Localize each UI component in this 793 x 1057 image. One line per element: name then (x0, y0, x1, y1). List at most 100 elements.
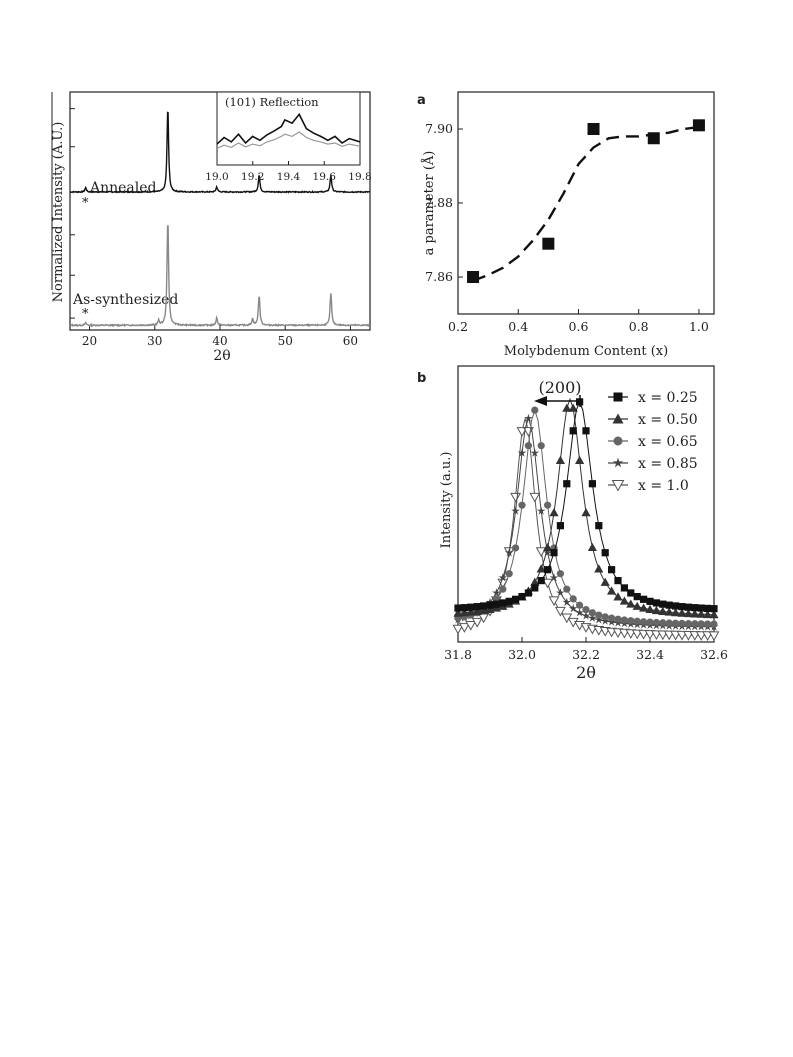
inset-x-ticks: 19.0 19.2 19.4 19.6 19.8 (205, 161, 372, 183)
panel-b-marker (627, 617, 635, 625)
panel-b-marker (576, 601, 584, 609)
panel-b-marker (646, 597, 654, 605)
panel-b-marker (524, 413, 533, 423)
panel-b-marker (619, 596, 629, 605)
panel-b-marker (537, 442, 545, 450)
panel-b-marker (608, 614, 616, 622)
panel-b-marker (704, 604, 712, 613)
inset-frame (216, 91, 361, 166)
panel-b-marker (555, 455, 565, 464)
panel-b-marker (529, 492, 541, 503)
panel-b-marker (582, 427, 590, 435)
panel-b-marker (479, 605, 489, 615)
panel-b-marker (530, 577, 540, 586)
panel-b-marker (682, 631, 694, 641)
inset-title: (101) Reflection (225, 95, 319, 109)
xrd-series-annealed (70, 111, 371, 194)
xrd-xlabel: 2θ (213, 348, 230, 364)
panel-b-marker (504, 548, 514, 557)
xrd-x-ticks: 20 30 40 50 60 (82, 325, 358, 348)
panel-b-marker (556, 522, 564, 530)
panel-b-marker (459, 608, 469, 617)
panel-b-marker (556, 588, 565, 597)
panel-b-marker (665, 619, 673, 627)
panel-b-marker (505, 570, 513, 578)
panel-b-marker (665, 601, 673, 609)
panel-b-marker (467, 603, 475, 611)
panel-b-marker (676, 630, 688, 641)
panel-b-marker (510, 492, 522, 503)
panel-b-marker (535, 547, 547, 558)
panel-b-marker (530, 448, 540, 457)
panel-b-series (452, 397, 720, 642)
panel-b-marker (620, 616, 629, 624)
panel-b-marker (544, 566, 552, 574)
panel-a-frame (457, 91, 715, 315)
panel-b-marker (582, 606, 590, 614)
panel-b-marker (626, 599, 636, 608)
panel-b-legend-label: x = 0.65 (638, 434, 698, 450)
panel-b-marker (518, 593, 526, 601)
panel-b-marker (524, 589, 532, 597)
panel-b-marker (664, 607, 674, 616)
panel-a-y-tick-label: 7.86 (425, 269, 453, 284)
panel-b-marker (549, 573, 559, 582)
panel-b-marker (563, 585, 571, 593)
panel-b-marker (695, 631, 707, 641)
xrd-x-tick-label: 20 (82, 334, 97, 348)
panel-b-marker (518, 501, 526, 509)
xrd-label-annealed: Annealed (89, 180, 157, 196)
panel-b-marker (575, 608, 584, 617)
panel-b-marker (633, 617, 641, 625)
panel-b-annotation: (200) (538, 378, 581, 397)
inset-x-tick-label: 19.0 (205, 171, 228, 183)
panel-a-xlabel: Molybdenum Content (x) (504, 344, 668, 359)
panel-a-data-point (647, 132, 660, 145)
panel-a: a a parameter (Å) Molybdenum Content (x)… (417, 91, 715, 359)
panel-b-marker (587, 542, 597, 552)
xrd-x-tick-label: 60 (343, 334, 358, 348)
panel-b-x-tick-label: 32.6 (700, 647, 728, 662)
panel-b-marker (563, 480, 571, 488)
panel-b-marker (672, 602, 680, 610)
panel-b-series-1 (453, 397, 719, 619)
panel-b-marker (670, 630, 682, 641)
shift-arrow (534, 395, 581, 407)
panel-b-marker (690, 609, 700, 618)
xrd-series-as-synthesized (69, 225, 370, 328)
panel-a-fit-curve (472, 125, 700, 282)
panel-b-marker (683, 608, 693, 618)
panel-b-marker (581, 507, 591, 517)
panel-b: b Intensity (a.u.) 2θ 31.8 32.0 32.2 32.4 32… (417, 365, 728, 682)
panel-b-x-tick-label: 32.0 (508, 647, 536, 662)
panel-b-marker (677, 608, 687, 617)
panel-b-legend: x = 0.25 x = 0.50 x = 0.65 x = 0.85 x = 1.0 (608, 390, 698, 494)
panel-b-marker (708, 631, 720, 642)
panel-b-marker (651, 605, 661, 615)
panel-b-marker (473, 603, 481, 611)
xrd-impurity-marker-annealed: * (82, 196, 89, 211)
panel-a-data-point (587, 123, 600, 135)
inset-x-tick-label: 19.6 (313, 171, 337, 183)
panel-b-marker (632, 601, 642, 610)
panel-b-marker (554, 606, 566, 617)
panel-b-marker (601, 613, 609, 621)
panel-b-marker (696, 609, 706, 618)
panel-b-marker (543, 548, 552, 557)
inset-series-dark (216, 112, 361, 145)
panel-b-marker (531, 406, 539, 414)
panel-b-marker (595, 522, 603, 530)
xrd-x-tick-label: 40 (212, 334, 227, 348)
panel-b-marker (697, 620, 705, 628)
panel-a-data-point (467, 271, 480, 283)
panel-b-marker (466, 607, 476, 616)
panel-a-data-point (692, 119, 705, 132)
panel-b-marker (568, 403, 578, 412)
inset-x-tick-label: 19.8 (348, 171, 371, 183)
panel-b-marker (639, 603, 649, 612)
panel-b-marker (702, 631, 714, 642)
panel-b-marker (678, 619, 686, 627)
panel-b-marker (611, 480, 625, 492)
panel-b-marker (453, 608, 463, 617)
panel-b-marker (652, 618, 661, 627)
